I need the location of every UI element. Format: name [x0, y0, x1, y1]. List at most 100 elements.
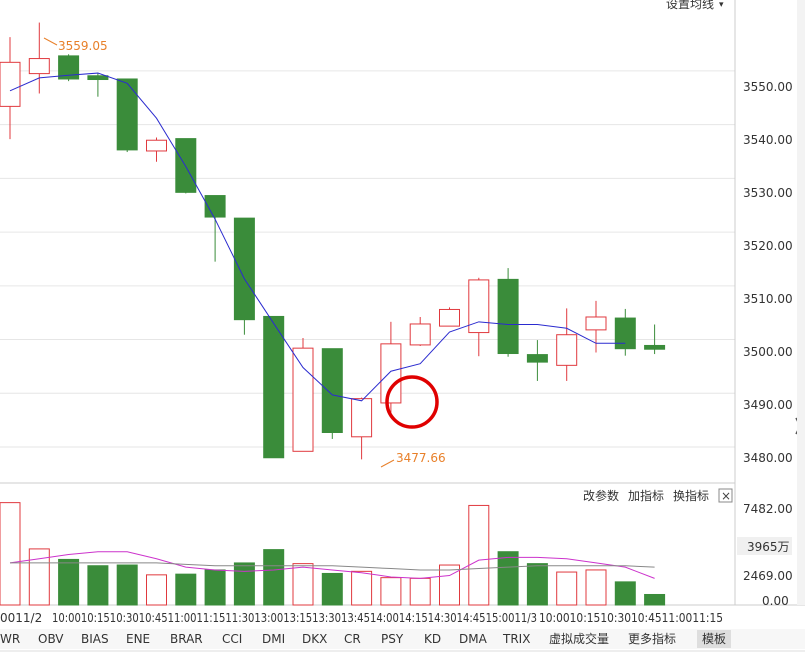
volume-bar — [321, 572, 343, 606]
volume-bar — [233, 562, 255, 606]
price-tick: 3510.00 — [743, 292, 793, 306]
candle-body — [175, 138, 197, 193]
volume-bar — [58, 558, 80, 606]
low-annotation: 3477.66 — [380, 451, 446, 468]
time-axis-label: 0011/2 — [0, 611, 42, 625]
volume-bar — [204, 569, 226, 606]
price-grid — [0, 70, 735, 448]
candle-body — [263, 315, 285, 459]
price-tick: 3520.00 — [743, 239, 793, 253]
tab-trix[interactable]: TRIX — [502, 632, 530, 646]
candle — [321, 348, 343, 439]
candle — [116, 78, 138, 153]
candle-body — [497, 278, 519, 355]
volume-bars — [0, 502, 666, 606]
candle-body — [292, 347, 314, 452]
volume-bar — [87, 565, 109, 606]
tab-dmi[interactable]: DMI — [262, 632, 285, 646]
tab-bar — [0, 629, 805, 649]
volume-bar — [556, 571, 578, 606]
tab-cr[interactable]: CR — [344, 632, 361, 646]
tab-bias[interactable]: BIAS — [81, 632, 109, 646]
tab-brar[interactable]: BRAR — [170, 632, 203, 646]
price-axis: 3550.00 3540.00 3530.00 3520.00 3510.00 … — [743, 80, 793, 465]
candle — [28, 22, 50, 94]
volume-current-label: 3965万 — [747, 540, 790, 554]
candle — [87, 73, 109, 97]
tab-virtual-volume[interactable]: 虚拟成交量 — [549, 631, 609, 646]
tab-active-bg — [697, 630, 731, 648]
volume-bar — [439, 564, 460, 606]
time-axis-label: 10:0010:1510:3010:4511:0011:15 — [539, 611, 723, 625]
candle — [497, 268, 519, 357]
highlight-circle — [385, 375, 439, 429]
tab-psy[interactable]: PSY — [381, 632, 404, 646]
tab-cci[interactable]: CCI — [222, 632, 242, 646]
candle — [233, 217, 255, 335]
candle-body — [526, 354, 548, 363]
tab-more-indicators[interactable]: 更多指标 — [628, 631, 676, 646]
candle-body — [439, 308, 460, 327]
volume-current-badge — [737, 537, 792, 555]
close-icon[interactable]: × — [721, 489, 731, 503]
volume-bar — [146, 574, 167, 606]
low-annotation-label: 3477.66 — [396, 451, 446, 465]
edit-params-button[interactable]: 改参数 — [583, 488, 619, 503]
candle — [263, 315, 285, 459]
candle-body — [468, 279, 490, 334]
close-icon-box[interactable] — [718, 488, 733, 503]
candle-body — [321, 348, 343, 433]
candle — [204, 195, 226, 262]
candle — [468, 277, 490, 357]
candle-body — [380, 343, 402, 404]
chevron-down-icon[interactable]: ▾ — [719, 0, 724, 10]
candle-body — [556, 334, 578, 366]
candle-body — [233, 217, 255, 321]
candle-body — [409, 323, 431, 346]
volume-bar — [0, 502, 21, 606]
volume-bar — [526, 563, 548, 606]
price-tick: 3490.00 — [743, 398, 793, 412]
add-indicator-button[interactable]: 加指标 — [628, 488, 664, 503]
candle — [526, 340, 548, 381]
candle-body — [58, 55, 80, 80]
candle-body — [0, 61, 21, 107]
candle — [292, 337, 314, 452]
volume-bar — [409, 577, 431, 606]
tab-templates[interactable]: 模板 — [702, 632, 726, 646]
candle-body — [644, 344, 666, 350]
tab-dma[interactable]: DMA — [459, 632, 488, 646]
candle-body — [585, 316, 607, 331]
volume-bar — [263, 549, 285, 606]
volume-tick: 2469.00 — [743, 569, 793, 583]
volume-bar — [175, 573, 197, 606]
candle — [146, 137, 167, 162]
swap-indicator-button[interactable]: 换指标 — [673, 488, 709, 503]
tab-ene[interactable]: ENE — [126, 632, 150, 646]
candle — [351, 397, 373, 460]
price-tick: 3500.00 — [743, 345, 793, 359]
candle-body — [87, 75, 109, 81]
candle — [380, 321, 402, 413]
candle-body — [204, 195, 226, 218]
price-tick: 3530.00 — [743, 186, 793, 200]
tab-dkx[interactable]: DKX — [302, 632, 327, 646]
tab-kd[interactable]: KD — [424, 632, 441, 646]
high-annotation: 3559.05 — [43, 37, 108, 53]
price-tick: 3550.00 — [743, 80, 793, 94]
candle-body — [116, 78, 138, 151]
volume-bar — [497, 551, 519, 606]
candle — [644, 324, 666, 355]
tab-wr[interactable]: WR — [0, 632, 20, 646]
candle — [409, 316, 431, 346]
volume-bar — [468, 504, 490, 606]
volume-bar — [380, 577, 402, 606]
tab-obv[interactable]: OBV — [38, 632, 64, 646]
volume-bar — [585, 569, 607, 606]
ma-settings-button[interactable]: 设置均线 — [666, 0, 714, 11]
ma-line — [9, 72, 626, 402]
indicator-tabs: WR OBV BIAS ENE BRAR CCI DMI DKX CR PSY … — [0, 631, 726, 646]
candle-body — [146, 139, 167, 152]
candle — [0, 37, 21, 140]
